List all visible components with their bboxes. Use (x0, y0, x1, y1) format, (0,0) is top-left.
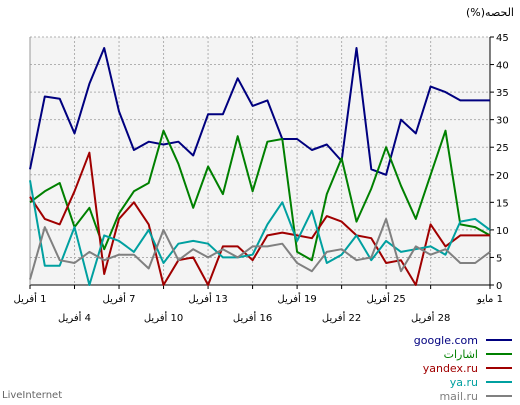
x-tick-labels: 1 أفريل 7 أفريل 13 أفريل 19 أفريل 25 أفريل 1 … (14, 292, 503, 324)
legend-entry: اشارات (414, 347, 512, 361)
series-line-1 (29, 129, 491, 262)
series-line-2 (29, 151, 490, 286)
x-tick-label: 28 أفريل (411, 311, 450, 324)
legend-swatch (486, 381, 512, 383)
y-axis-unit-label: (%)الحصه (466, 6, 514, 19)
x-tick-label: 25 أفريل (366, 292, 405, 305)
y-tick-label: 0 (496, 281, 502, 292)
legend-entry: mail.ru (414, 389, 512, 403)
x-tick-label: 19 أفريل (277, 292, 316, 305)
legend-swatch (486, 353, 512, 355)
x-tick-label: 22 أفريل (322, 311, 361, 324)
y-tick-label: 25 (496, 143, 509, 154)
y-tick-labels: 0 5 10 15 20 25 30 35 40 45 (496, 33, 509, 292)
grid (30, 36, 490, 285)
x-tick-label: 7 أفريل (103, 292, 136, 305)
x-tick-label: 1 مايو (476, 294, 503, 305)
x-tick-label: 13 أفريل (188, 292, 227, 305)
legend-entry: yandex.ru (414, 361, 512, 375)
legend-label: ya.ru (449, 375, 478, 389)
series-line-0 (29, 47, 490, 176)
axes (29, 36, 494, 289)
x-tick-label: 16 أفريل (233, 311, 272, 324)
footer-brand: LiveInternet (2, 390, 63, 401)
y-tick-label: 35 (496, 88, 509, 99)
y-tick-label: 20 (496, 171, 509, 182)
x-tick-label: 10 أفريل (144, 311, 183, 324)
legend-label: yandex.ru (422, 361, 478, 375)
legend-entry: ya.ru (414, 375, 512, 389)
y-tick-label: 40 (496, 61, 509, 72)
y-tick-label: 45 (496, 33, 509, 44)
x-tick-label: 1 أفريل (14, 292, 47, 305)
legend-swatch (486, 339, 512, 341)
legend-label: اشارات (443, 347, 478, 361)
y-tick-label: 10 (496, 226, 509, 237)
x-tick-label: 4 أفريل (58, 311, 91, 324)
legend-swatch (486, 395, 512, 397)
legend: google.com اشارات yandex.ru ya.ru mail.ru (414, 333, 512, 403)
legend-label: google.com (413, 333, 478, 347)
y-tick-label: 15 (496, 198, 509, 209)
legend-entry: google.com (414, 333, 512, 347)
legend-swatch (486, 367, 512, 369)
y-tick-label: 30 (496, 116, 509, 127)
y-tick-label: 5 (496, 253, 502, 264)
series-lines (29, 47, 491, 286)
series-line-4 (29, 217, 491, 280)
legend-label: mail.ru (439, 389, 478, 403)
